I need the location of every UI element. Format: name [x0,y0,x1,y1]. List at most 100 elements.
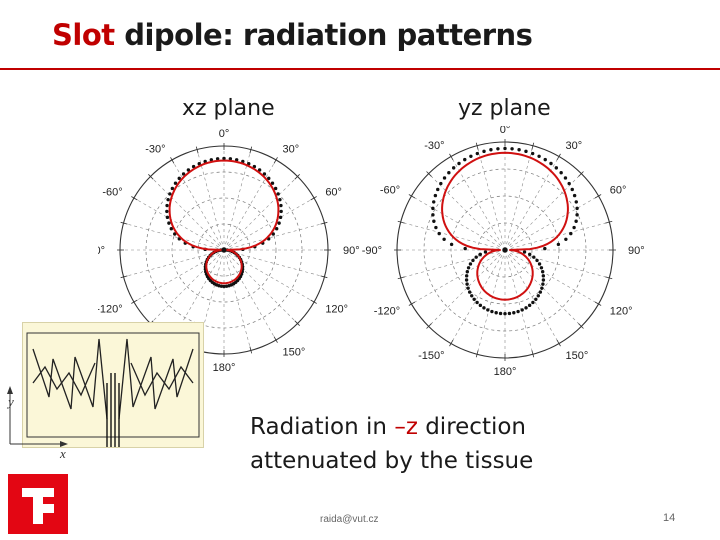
title-divider [0,68,720,70]
polar-rim-tick [449,153,454,161]
polar-rim-tick [426,323,432,329]
polar-grid-spoke [411,195,506,251]
reference-pattern-dot [433,193,438,198]
reference-pattern-dot [489,148,493,152]
angle-label: 60° [325,187,342,199]
reference-pattern-dot [543,157,547,162]
polar-center [502,247,508,253]
reference-pattern-dot [507,311,512,316]
reference-pattern-dot [267,176,271,181]
reference-pattern-dot [181,172,186,176]
polar-grid-spoke [223,159,277,251]
reference-pattern-dot [469,154,473,158]
reference-pattern-dot [532,255,536,259]
reference-pattern-dot [575,206,579,211]
reference-pattern-dot [567,181,571,186]
angle-label: 60° [610,185,627,197]
polar-rim-tick [408,301,416,306]
reference-pattern-dot [540,270,545,274]
reference-pattern-dot [432,200,436,204]
reference-pattern-dot [466,286,470,290]
polar-rim-tick [605,276,613,280]
reference-pattern-dot [432,219,436,223]
xz-plane-label: xz plane [182,96,275,121]
reference-pattern-dot [503,312,507,316]
polar-grid-spoke [133,197,225,251]
polar-grid-spoke [123,222,225,251]
reference-pattern-dot [530,151,535,156]
polar-rim-tick [131,196,138,201]
reference-pattern-dot [536,294,540,298]
reference-pattern-dot [543,246,547,251]
reference-pattern-dot [463,246,467,251]
reference-pattern-dot [496,147,500,151]
polar-rim-tick [294,174,300,180]
reference-pattern-dot [472,297,476,301]
reference-pattern-dot [228,157,233,161]
reference-pattern-dot [464,278,469,282]
polar-grid-spoke [150,176,225,251]
reference-pattern-dot [482,306,486,310]
reference-pattern-dot [224,284,229,288]
reference-pattern-dot [197,162,201,166]
angle-label: 150° [566,350,589,362]
reference-pattern-dot [215,157,220,161]
reference-pattern-dot [166,197,170,202]
angle-label: -60° [102,187,122,199]
polar-rim-tick [310,299,317,304]
reference-pattern-dot [556,242,561,247]
reference-pattern-dot [170,186,175,191]
yz-plane-label: yz plane [458,96,551,121]
antenna-x-axis-label: x [60,446,66,461]
angle-label: 0° [219,128,230,140]
reference-pattern-dot [564,237,568,241]
polar-grid-circle [171,197,277,303]
reference-pattern-dot [575,213,579,217]
reference-pattern-dot [527,303,532,308]
reference-pattern-dot [165,215,170,220]
reference-pattern-dot [270,181,275,185]
reference-pattern-dot [257,168,262,172]
angle-label: -30° [424,140,444,152]
reference-pattern-dot [486,308,490,312]
reference-pattern-dot [569,231,573,236]
caption: Radiation in –z direction attenuated by … [250,410,533,478]
polar-rim-tick [320,275,328,279]
reference-pattern-dot [478,303,483,308]
reference-pattern-dot [222,156,226,161]
polar-grid-spoke [223,249,298,324]
polar-grid-spoke [223,249,252,351]
antenna-y-axis-label: y [8,394,14,409]
polar-rim-tick [310,196,317,201]
reference-pattern-dot [431,206,435,211]
reference-pattern-dot [570,187,574,192]
polar-grid-spoke [504,249,610,279]
polar-rim-tick [605,220,613,224]
reference-pattern-dot [522,250,527,254]
polar-rim-tick [249,346,253,354]
polar-rim-tick [408,194,416,199]
reference-pattern-dot [273,186,278,191]
caption-highlight: –z [394,414,418,440]
reference-pattern-dot [466,266,471,270]
polar-grid-spoke [150,249,225,324]
angle-label: 180° [494,366,517,378]
reference-pattern-dot [520,308,524,312]
reference-pattern-dot [549,161,553,166]
polar-rim-tick [120,221,128,225]
polar-rim-tick [556,339,561,347]
reference-pattern-dot [559,171,563,175]
angle-label: 120° [325,304,348,316]
reference-pattern-dot [516,309,520,314]
reference-pattern-dot [209,158,214,162]
reference-pattern-dot [541,278,546,282]
reference-pattern-dot [524,306,528,310]
angle-label: -150° [418,350,444,362]
reference-pattern-dot [247,162,251,166]
polar-rim-tick [426,171,432,177]
reference-pattern-dot [535,258,539,263]
reference-pattern-dot [167,221,171,225]
reference-pattern-dot [541,274,546,278]
reference-pattern-dot [191,164,196,169]
polar-grid-spoke [196,149,225,251]
